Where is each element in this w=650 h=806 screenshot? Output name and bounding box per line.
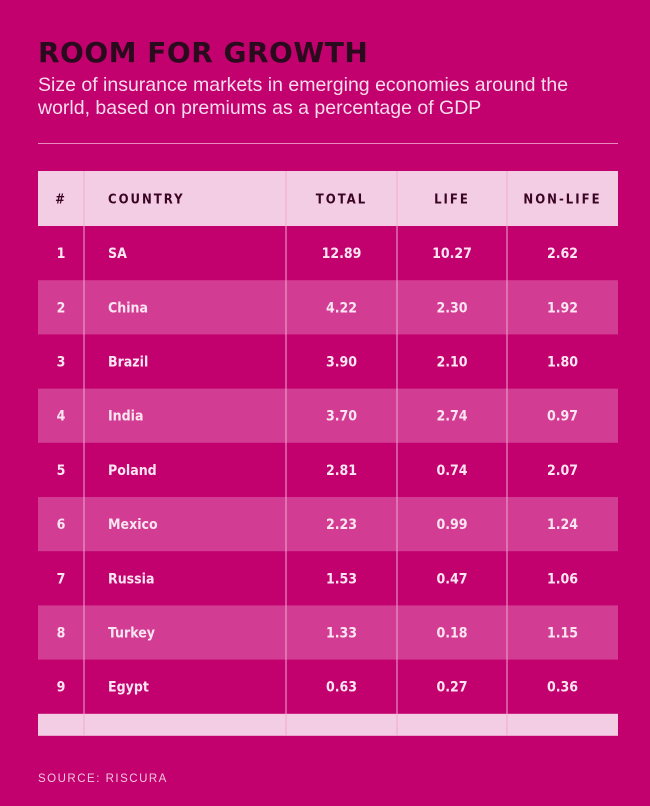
cell-index: 8 — [57, 626, 66, 642]
cell-country: India — [108, 409, 143, 425]
cell-life: 2.30 — [436, 300, 467, 316]
cell-life: 2.74 — [436, 409, 467, 425]
cell-total: 2.81 — [326, 463, 357, 479]
cell-index: 3 — [57, 355, 66, 371]
insurance-table: # COUNTRY TOTAL LIFE NON-LIFE 1 SA 12.89 10.27 2.… — [38, 171, 618, 736]
column-header-country: COUNTRY — [108, 193, 185, 208]
table-row-band — [38, 388, 618, 443]
cell-non-life: 1.24 — [547, 517, 578, 533]
title-divider — [38, 143, 618, 144]
source-note: SOURCE: RISCURA — [38, 773, 168, 785]
cell-total: 3.90 — [326, 355, 357, 371]
cell-index: 5 — [57, 463, 66, 479]
chart-subtitle: Size of insurance markets in emerging ec… — [38, 74, 569, 119]
cell-life: 2.10 — [436, 355, 467, 371]
cell-country: SA — [108, 246, 127, 262]
cell-non-life: 2.62 — [547, 246, 578, 262]
cell-index: 7 — [57, 571, 66, 587]
cell-non-life: 0.36 — [547, 680, 578, 696]
table-row-band — [38, 280, 618, 335]
cell-total: 12.89 — [322, 246, 362, 262]
cell-life: 0.18 — [436, 626, 467, 642]
cell-country: Mexico — [108, 517, 158, 533]
column-header-non-life: NON-LIFE — [523, 193, 601, 208]
cell-country: Egypt — [108, 680, 149, 696]
column-header-life: LIFE — [434, 193, 470, 208]
cell-index: 1 — [57, 246, 66, 262]
cell-country: China — [108, 300, 148, 316]
cell-non-life: 1.15 — [547, 626, 578, 642]
cell-life: 10.27 — [432, 246, 472, 262]
cell-life: 0.74 — [436, 463, 467, 479]
cell-non-life: 1.80 — [547, 355, 578, 371]
cell-total: 2.23 — [326, 517, 357, 533]
cell-total: 0.63 — [326, 680, 357, 696]
cell-total: 3.70 — [326, 409, 357, 425]
cell-total: 1.33 — [326, 626, 357, 642]
cell-life: 0.47 — [436, 571, 467, 587]
cell-index: 9 — [57, 680, 66, 696]
column-header-index: # — [55, 193, 67, 208]
cell-country: Russia — [108, 571, 154, 587]
cell-total: 4.22 — [326, 300, 357, 316]
cell-non-life: 1.06 — [547, 571, 578, 587]
cell-non-life: 0.97 — [547, 409, 578, 425]
cell-life: 0.27 — [436, 680, 467, 696]
cell-country: Poland — [108, 463, 157, 479]
cell-index: 2 — [57, 300, 66, 316]
cell-country: Turkey — [108, 626, 155, 642]
cell-total: 1.53 — [326, 571, 357, 587]
chart-title: ROOM FOR GROWTH — [38, 36, 369, 69]
table-header-band — [38, 171, 618, 226]
cell-index: 6 — [57, 517, 66, 533]
cell-life: 0.99 — [436, 517, 467, 533]
cell-non-life: 1.92 — [547, 300, 578, 316]
cell-non-life: 2.07 — [547, 463, 578, 479]
table-footer-band — [38, 713, 618, 736]
table-row-band — [38, 605, 618, 660]
cell-country: Brazil — [108, 355, 148, 371]
cell-index: 4 — [57, 409, 66, 425]
column-header-total: TOTAL — [316, 193, 367, 208]
table-row-band — [38, 497, 618, 552]
